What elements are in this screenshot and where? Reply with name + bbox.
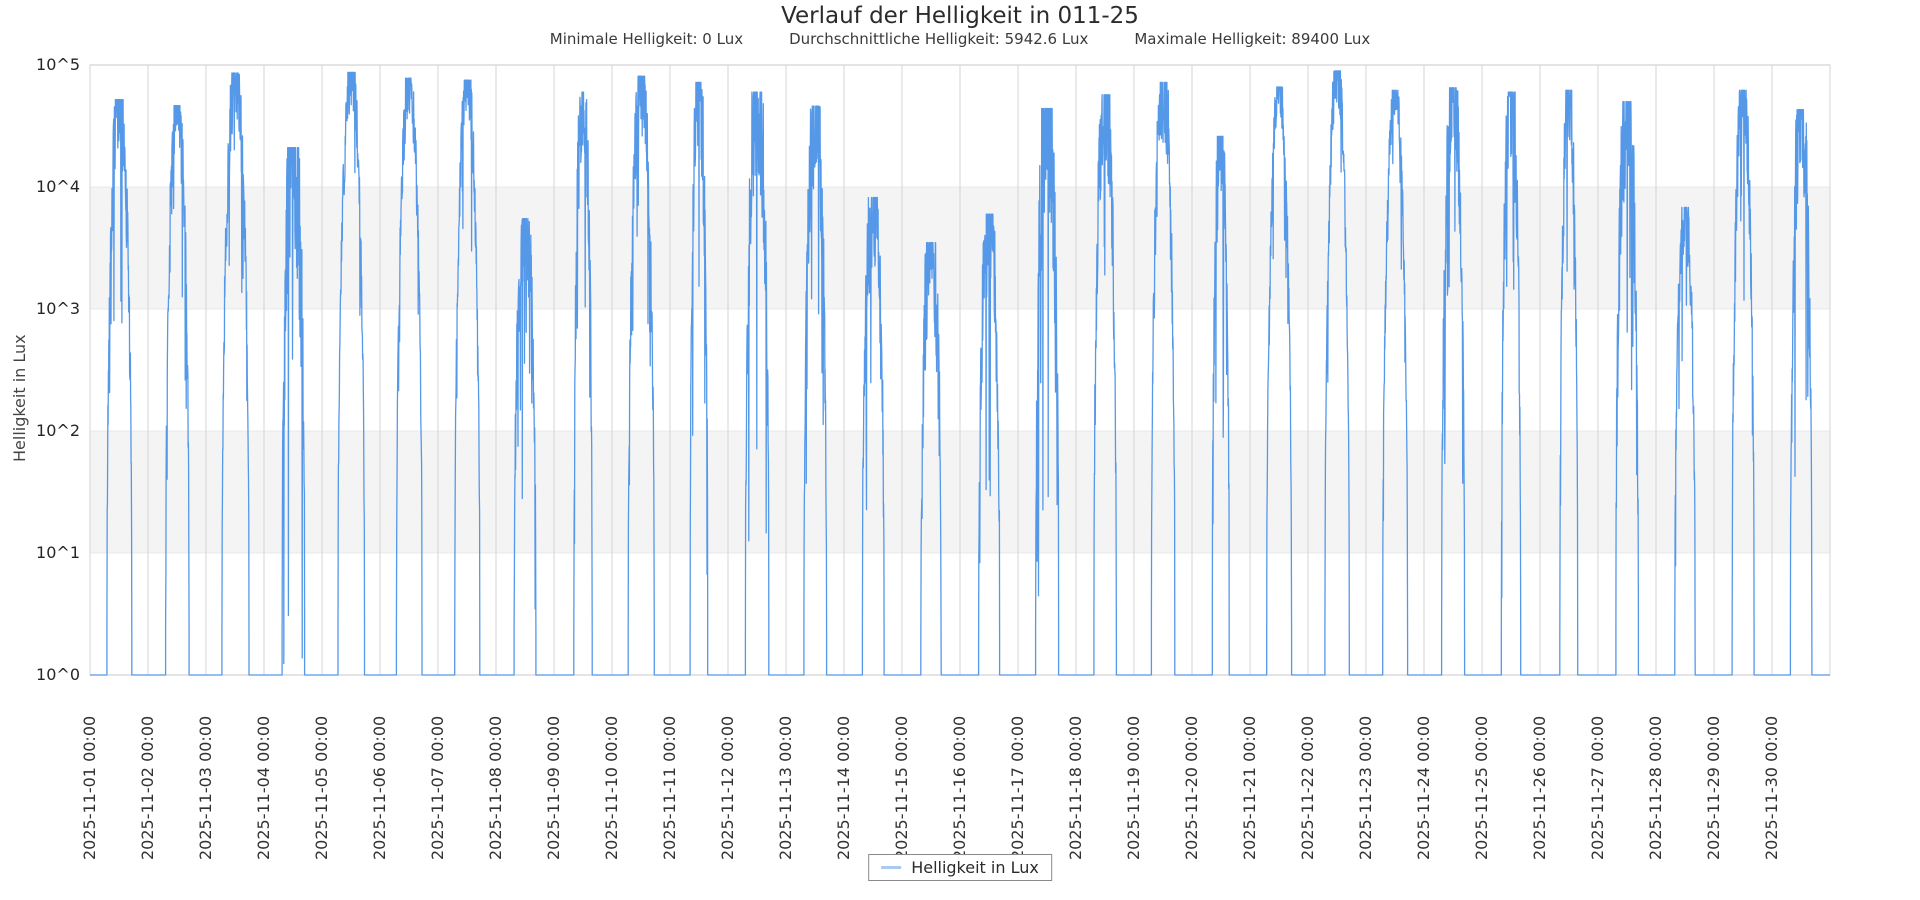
legend-label: Helligkeit in Lux [911, 858, 1039, 877]
x-tick-label: 2025-11-20 00:00 [1182, 715, 1201, 860]
x-tick-label: 2025-11-26 00:00 [1530, 715, 1549, 860]
x-tick-label: 2025-11-23 00:00 [1356, 715, 1375, 860]
x-tick-label: 2025-11-05 00:00 [312, 715, 331, 860]
y-tick-label: 10^0 [36, 665, 80, 684]
x-tick-label: 2025-11-08 00:00 [486, 715, 505, 860]
stat-min-helligkeit: Minimale Helligkeit: 0 Lux [549, 30, 744, 48]
chart-title: Verlauf der Helligkeit in 011-25 [781, 3, 1139, 29]
stat-avg-helligkeit: Durchschnittliche Helligkeit: 5942.6 Lux [789, 30, 1089, 48]
x-tick-label: 2025-11-18 00:00 [1066, 715, 1085, 860]
x-tick-label: 2025-11-29 00:00 [1704, 715, 1723, 860]
x-tick-label: 2025-11-09 00:00 [544, 715, 563, 860]
y-tick-label: 10^5 [36, 55, 80, 74]
legend: Helligkeit in Lux [868, 854, 1052, 881]
x-tick-label: 2025-11-16 00:00 [950, 715, 969, 860]
lux-series-line [90, 70, 1830, 676]
x-tick-label: 2025-11-06 00:00 [370, 715, 389, 860]
x-tick-label: 2025-11-17 00:00 [1008, 715, 1027, 860]
x-tick-label: 2025-11-03 00:00 [196, 715, 215, 860]
stat-max-helligkeit: Maximale Helligkeit: 89400 Lux [1134, 30, 1371, 48]
x-tick-label: 2025-11-14 00:00 [834, 715, 853, 860]
x-tick-label: 2025-11-30 00:00 [1762, 715, 1781, 860]
x-tick-label: 2025-11-27 00:00 [1588, 715, 1607, 860]
legend-line-swatch [881, 866, 902, 869]
x-tick-label: 2025-11-11 00:00 [660, 715, 679, 860]
x-tick-label: 2025-11-13 00:00 [776, 715, 795, 860]
x-tick-label: 2025-11-01 00:00 [80, 715, 99, 860]
x-tick-label: 2025-11-21 00:00 [1240, 715, 1259, 860]
y-tick-label: 10^1 [36, 543, 80, 562]
x-tick-label: 2025-11-22 00:00 [1298, 715, 1317, 860]
x-tick-label: 2025-11-04 00:00 [254, 715, 273, 860]
y-tick-label: 10^3 [36, 299, 80, 318]
x-tick-label: 2025-11-28 00:00 [1646, 715, 1665, 860]
x-tick-label: 2025-11-19 00:00 [1124, 715, 1143, 860]
x-tick-label: 2025-11-10 00:00 [602, 715, 621, 860]
x-tick-label: 2025-11-07 00:00 [428, 715, 447, 860]
x-tick-label: 2025-11-15 00:00 [892, 715, 911, 860]
y-tick-label: 10^2 [36, 421, 80, 440]
x-tick-label: 2025-11-02 00:00 [138, 715, 157, 860]
x-tick-label: 2025-11-25 00:00 [1472, 715, 1491, 860]
chart-subtitle: Minimale Helligkeit: 0 Lux Durchschnittl… [0, 30, 1920, 48]
x-tick-label: 2025-11-24 00:00 [1414, 715, 1433, 860]
y-tick-label: 10^4 [36, 177, 80, 196]
x-tick-label: 2025-11-12 00:00 [718, 715, 737, 860]
